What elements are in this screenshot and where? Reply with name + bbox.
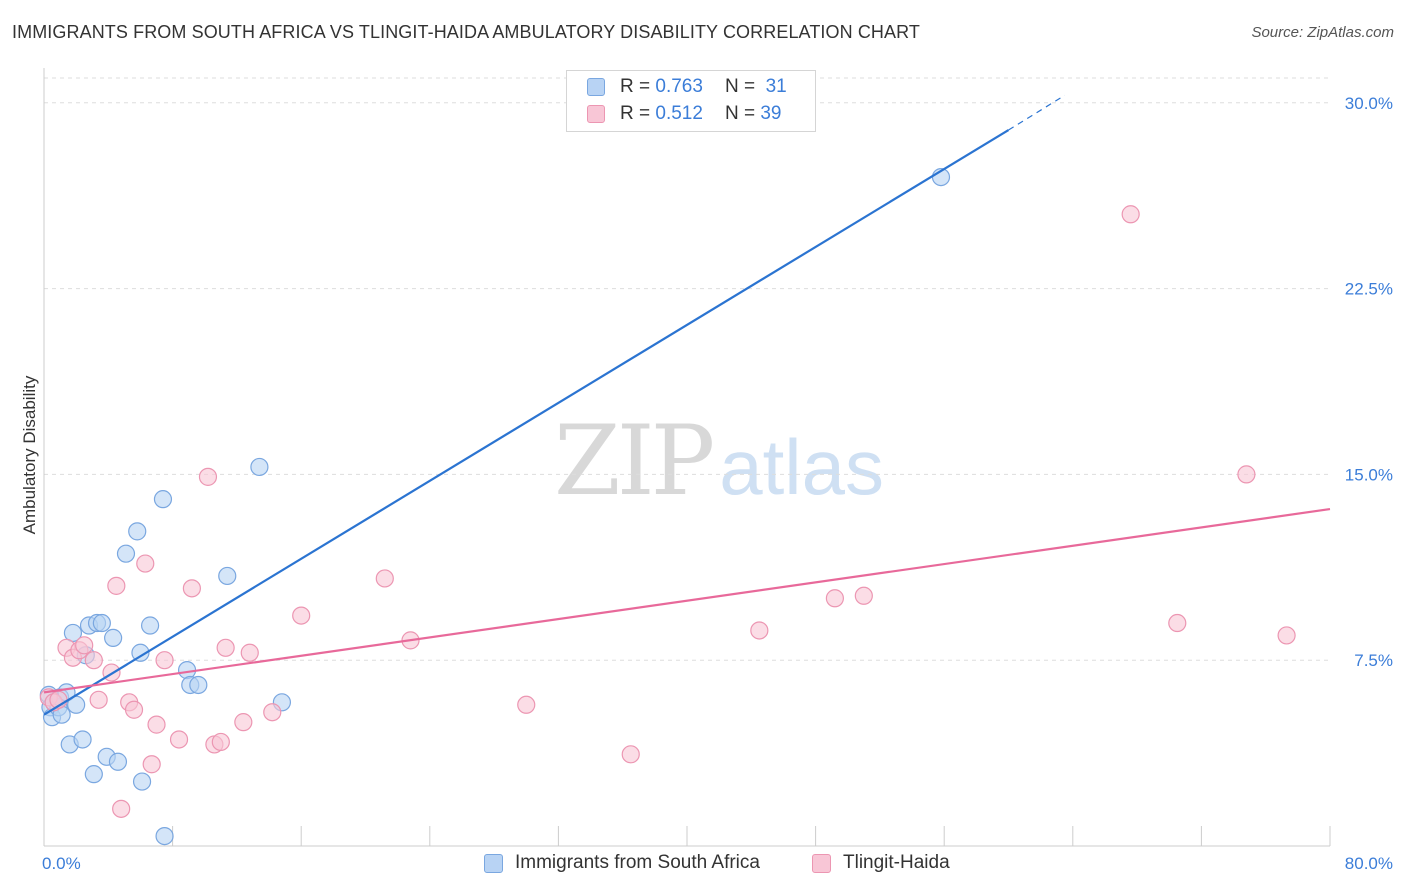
legend-n-value: 31 — [765, 76, 787, 97]
data-point-pink — [124, 700, 144, 719]
data-point-pink — [112, 799, 131, 818]
data-point-pink — [169, 730, 189, 749]
data-point-pink — [136, 554, 155, 573]
y-axis-label: Ambulatory Disability — [20, 375, 39, 535]
data-point-blue — [132, 772, 152, 791]
watermark-zip: ZIP — [554, 405, 715, 517]
y-tick-label: 15.0% — [1345, 465, 1393, 484]
series-legend: Immigrants from South Africa Tlingit-Hai… — [0, 852, 1406, 878]
data-point-blue — [140, 616, 160, 635]
data-point-blue — [84, 765, 103, 784]
legend-r-value: 0.763 — [655, 76, 703, 97]
legend-n-label: N = — [724, 76, 756, 97]
data-point-pink — [1121, 205, 1140, 224]
data-point-pink — [147, 715, 166, 734]
data-point-blue — [155, 826, 174, 846]
data-point-pink — [621, 745, 640, 764]
data-point-blue — [92, 613, 111, 633]
trend-line-pink — [43, 507, 1331, 694]
data-point-blue — [108, 752, 128, 771]
legend-item-tlingit-haida: Tlingit-Haida — [812, 852, 950, 874]
data-point-blue — [116, 544, 136, 563]
trend-line-blue — [43, 129, 1010, 716]
x-tick-label: 80.0% — [1345, 854, 1393, 873]
data-point-blue — [131, 643, 150, 662]
legend-swatch-pink — [812, 853, 831, 873]
data-point-blue — [218, 566, 237, 586]
data-point-pink — [89, 690, 108, 709]
data-point-pink — [263, 703, 282, 722]
data-point-pink — [1168, 613, 1187, 633]
legend-row-tlingit-haida: R = 0.512 N = 39 — [587, 102, 781, 126]
source-label: Source: ZipAtlas.com — [1251, 24, 1394, 41]
legend-r-label: R = — [620, 76, 651, 97]
y-tick-label: 22.5% — [1345, 280, 1393, 299]
legend-item-south-africa: Immigrants from South Africa — [484, 852, 760, 874]
legend-r-label: R = — [620, 103, 651, 124]
data-point-blue — [250, 457, 269, 477]
trend-line-extension-blue — [1008, 94, 1066, 131]
data-point-pink — [517, 695, 536, 714]
legend-n-value: 39 — [760, 103, 782, 124]
data-point-pink — [107, 576, 126, 595]
data-point-pink — [84, 651, 103, 670]
data-point-pink — [750, 621, 769, 640]
legend-swatch-blue — [484, 853, 503, 873]
data-point-pink — [1237, 465, 1256, 484]
legend-r-value: 0.512 — [655, 103, 703, 124]
y-tick-label: 30.0% — [1345, 94, 1393, 113]
data-point-pink — [182, 579, 201, 598]
data-point-pink — [825, 589, 844, 608]
data-point-pink — [211, 732, 230, 752]
watermark: ZIP atlas — [554, 405, 884, 517]
data-point-pink — [216, 638, 235, 657]
data-point-pink — [75, 636, 94, 655]
data-point-blue — [73, 730, 92, 749]
correlation-legend: R = 0.763 N = 31 R = 0.512 N = 39 — [566, 70, 816, 132]
y-tick-label: 7.5% — [1354, 651, 1393, 670]
data-point-blue — [189, 675, 208, 695]
chart-title: IMMIGRANTS FROM SOUTH AFRICA VS TLINGIT-… — [12, 22, 920, 42]
data-point-blue — [128, 522, 147, 541]
legend-label-tlingit-haida: Tlingit-Haida — [843, 852, 950, 873]
data-point-pink — [292, 606, 311, 625]
data-point-pink — [142, 755, 161, 774]
watermark-atlas: atlas — [719, 423, 884, 511]
data-point-pink — [854, 586, 873, 605]
data-point-pink — [198, 467, 218, 486]
x-tick-label: 0.0% — [42, 854, 81, 873]
legend-row-south-africa: R = 0.763 N = 31 — [587, 75, 787, 99]
legend-swatch-blue — [587, 78, 605, 96]
legend-label-south-africa: Immigrants from South Africa — [515, 852, 760, 873]
data-point-blue — [104, 628, 123, 647]
data-point-pink — [375, 569, 394, 588]
legend-n-label: N = — [724, 103, 756, 124]
data-point-blue — [153, 490, 173, 509]
data-point-pink — [155, 651, 174, 670]
data-point-pink — [1277, 626, 1296, 645]
data-point-pink — [234, 713, 253, 732]
legend-swatch-pink — [587, 105, 605, 123]
data-point-pink — [240, 643, 259, 662]
